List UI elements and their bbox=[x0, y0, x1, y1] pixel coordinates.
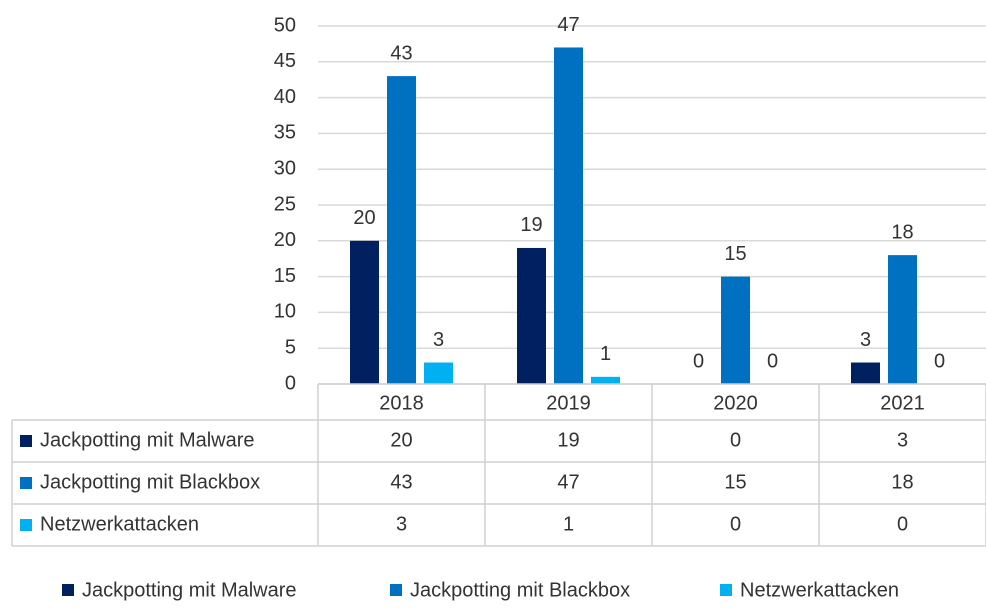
data-label: 43 bbox=[390, 42, 412, 64]
data-label: 47 bbox=[557, 14, 579, 36]
x-tick-label: 2020 bbox=[713, 392, 758, 414]
bar bbox=[387, 76, 416, 385]
y-tick-label: 35 bbox=[274, 122, 296, 144]
table-row-label: Netzwerkattacken bbox=[40, 513, 199, 535]
legend-key bbox=[720, 584, 732, 596]
data-label: 18 bbox=[891, 221, 913, 243]
table-cell: 0 bbox=[730, 429, 741, 451]
table-cell: 1 bbox=[563, 513, 574, 535]
x-tick-label: 2018 bbox=[379, 392, 424, 414]
data-label: 19 bbox=[520, 214, 542, 236]
y-tick-label: 45 bbox=[274, 50, 296, 72]
y-tick-label: 0 bbox=[285, 372, 296, 394]
table-cell: 0 bbox=[897, 513, 908, 535]
x-tick-label: 2021 bbox=[880, 392, 925, 414]
table-cell: 15 bbox=[724, 471, 746, 493]
table-cell: 3 bbox=[396, 513, 407, 535]
y-tick-label: 5 bbox=[285, 336, 296, 358]
y-tick-label: 25 bbox=[274, 193, 296, 215]
table-cell: 3 bbox=[897, 429, 908, 451]
y-tick-label: 50 bbox=[274, 14, 296, 36]
legend-label: Jackpotting mit Malware bbox=[82, 579, 297, 601]
bar bbox=[424, 362, 453, 384]
data-label: 15 bbox=[724, 243, 746, 265]
table-row-label: Jackpotting mit Blackbox bbox=[40, 471, 260, 493]
legend-label: Netzwerkattacken bbox=[740, 579, 899, 601]
y-tick-label: 20 bbox=[274, 229, 296, 251]
bar bbox=[888, 255, 917, 384]
table-cell: 47 bbox=[557, 471, 579, 493]
bar bbox=[591, 376, 620, 384]
data-label: 1 bbox=[600, 343, 611, 365]
table-cell: 20 bbox=[390, 429, 412, 451]
y-tick-label: 30 bbox=[274, 157, 296, 179]
x-tick-label: 2019 bbox=[546, 392, 591, 414]
bar bbox=[517, 247, 546, 384]
y-tick-label: 15 bbox=[274, 265, 296, 287]
table-cell: 0 bbox=[730, 513, 741, 535]
table-cell: 19 bbox=[557, 429, 579, 451]
data-label: 3 bbox=[433, 329, 444, 351]
table-cell: 43 bbox=[390, 471, 412, 493]
bar bbox=[554, 47, 583, 384]
data-label: 0 bbox=[767, 350, 778, 372]
data-label: 3 bbox=[860, 329, 871, 351]
bar bbox=[721, 276, 750, 384]
legend-key bbox=[390, 584, 402, 596]
y-tick-label: 10 bbox=[274, 301, 296, 323]
table-legend-key bbox=[20, 519, 32, 531]
table-cell: 18 bbox=[891, 471, 913, 493]
data-label: 0 bbox=[934, 350, 945, 372]
data-label: 0 bbox=[693, 350, 704, 372]
table-legend-key bbox=[20, 435, 32, 447]
legend-key bbox=[62, 584, 74, 596]
y-tick-label: 40 bbox=[274, 86, 296, 108]
table-row-label: Jackpotting mit Malware bbox=[40, 429, 255, 451]
legend-label: Jackpotting mit Blackbox bbox=[410, 579, 630, 601]
table-legend-key bbox=[20, 477, 32, 489]
bar bbox=[350, 240, 379, 384]
data-label: 20 bbox=[353, 207, 375, 229]
bar bbox=[851, 362, 880, 384]
